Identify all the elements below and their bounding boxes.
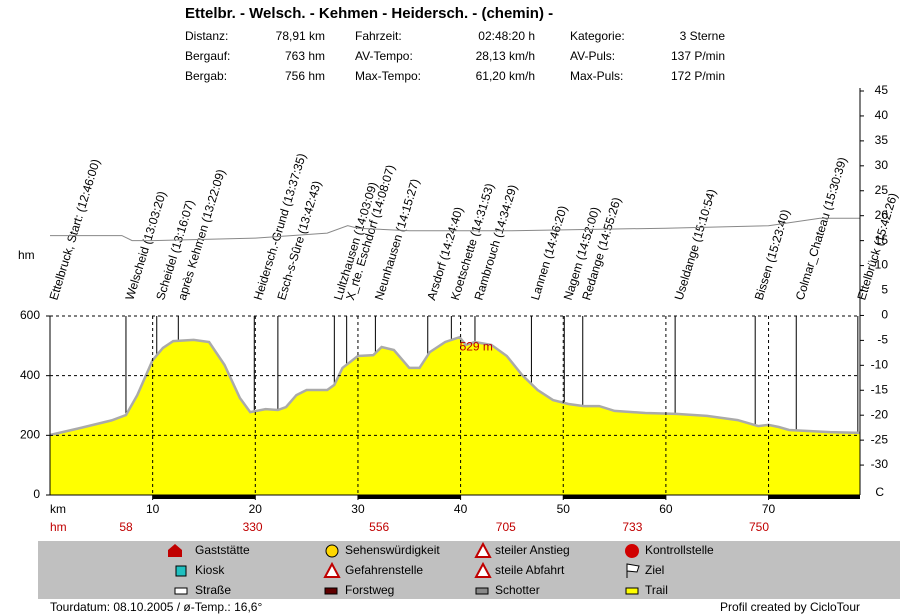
stat-label: Max-Tempo: bbox=[355, 69, 421, 83]
icon bbox=[325, 544, 339, 558]
legend-label: steile Abfahrt bbox=[495, 563, 565, 577]
axis-stripe bbox=[152, 495, 256, 499]
x-tick-label: 20 bbox=[249, 502, 263, 516]
annotation: 529 m bbox=[460, 339, 493, 353]
x-tick-label: 70 bbox=[762, 502, 776, 516]
y2-tick-label: -10 bbox=[871, 357, 889, 371]
stat-label: Distanz: bbox=[185, 29, 228, 43]
legend-label: Sehenswürdigkeit bbox=[345, 543, 440, 557]
stat-value: 78,91 km bbox=[276, 29, 325, 43]
x-tick-label: 50 bbox=[557, 502, 571, 516]
legend-box bbox=[38, 541, 900, 599]
icon bbox=[474, 541, 492, 558]
legend-label: Gefahrenstelle bbox=[345, 563, 423, 577]
stat-label: Kategorie: bbox=[570, 29, 625, 43]
elevation-area bbox=[50, 337, 860, 495]
stat-label: AV-Puls: bbox=[570, 49, 615, 63]
y2-tick-label: 15 bbox=[875, 233, 889, 247]
y-tick-label: 200 bbox=[20, 428, 40, 442]
y2-tick-label: 10 bbox=[875, 258, 889, 272]
icon bbox=[625, 587, 639, 595]
legend-label: Trail bbox=[645, 583, 668, 597]
y2-tick-label: -5 bbox=[877, 333, 888, 347]
y-tick-label: 600 bbox=[20, 308, 40, 322]
legend-label: Kontrollstelle bbox=[645, 543, 714, 557]
climb-value: 733 bbox=[622, 520, 642, 534]
y2-tick-label: 25 bbox=[875, 183, 889, 197]
icon bbox=[168, 544, 182, 557]
icon bbox=[323, 561, 341, 578]
stat-label: AV-Tempo: bbox=[355, 49, 413, 63]
climb-value: 556 bbox=[369, 520, 389, 534]
icon bbox=[475, 587, 489, 595]
waypoint-label: Useldange (15:10:54) bbox=[672, 187, 719, 301]
y2-tick-label: -15 bbox=[871, 382, 889, 396]
y2-tick-label: 45 bbox=[875, 83, 889, 97]
temperature-line bbox=[50, 217, 860, 242]
stat-value: 61,20 km/h bbox=[476, 69, 535, 83]
stat-value: 763 hm bbox=[285, 49, 325, 63]
legend-icons bbox=[168, 541, 640, 595]
waypoint-label: Bissen (15:23:40) bbox=[752, 208, 793, 302]
legend-label: Kiosk bbox=[195, 563, 225, 577]
stat-label: Bergab: bbox=[185, 69, 227, 83]
icon bbox=[626, 563, 640, 578]
y2-tick-label: 35 bbox=[875, 133, 889, 147]
y2-tick-label: -20 bbox=[871, 407, 889, 421]
legend-label: steiler Anstieg bbox=[495, 543, 570, 557]
stat-label: Max-Puls: bbox=[570, 69, 623, 83]
x-tick-label: 40 bbox=[454, 502, 468, 516]
y-axis-label: hm bbox=[18, 248, 35, 262]
x-tick-label: 10 bbox=[146, 502, 160, 516]
legend-label: Gaststätte bbox=[195, 543, 250, 557]
y-tick-label: 400 bbox=[20, 368, 40, 382]
footer-left: Tourdatum: 08.10.2005 / ø-Temp.: 16,6° bbox=[50, 600, 262, 614]
icon bbox=[474, 561, 492, 578]
axis-stripe bbox=[563, 495, 666, 499]
legend-label: Straße bbox=[195, 583, 231, 597]
climb-value: 58 bbox=[119, 520, 133, 534]
y2-tick-label: 0 bbox=[881, 308, 888, 322]
legend-label: Ziel bbox=[645, 563, 664, 577]
icon bbox=[625, 544, 639, 558]
icon bbox=[174, 587, 188, 595]
x-tick-label: 30 bbox=[351, 502, 365, 516]
chart-title: Ettelbr. - Welsch. - Kehmen - Heidersch.… bbox=[185, 5, 553, 22]
legend-label: Schotter bbox=[495, 583, 540, 597]
y2-tick-label: -30 bbox=[871, 457, 889, 471]
stat-value: 3 Sterne bbox=[680, 29, 726, 43]
waypoint-label: Ettelbruck, Start: (12:46:00) bbox=[47, 157, 103, 301]
y2-axis-label: C bbox=[875, 485, 884, 499]
x-axis-label: km bbox=[50, 502, 66, 516]
climb-label: hm bbox=[50, 520, 67, 534]
stat-value: 02:48:20 h bbox=[478, 29, 535, 43]
y2-tick-label: 40 bbox=[875, 108, 889, 122]
y2-tick-label: 5 bbox=[881, 283, 888, 297]
stat-value: 756 hm bbox=[285, 69, 325, 83]
y2-tick-label: 20 bbox=[875, 208, 889, 222]
axis-stripe bbox=[357, 495, 461, 499]
icon bbox=[175, 565, 187, 577]
y-tick-label: 0 bbox=[33, 487, 40, 501]
y2-tick-label: -25 bbox=[871, 432, 889, 446]
waypoint-label: Colmar_Chateau (15:30:39) bbox=[793, 155, 850, 301]
footer-right: Profil created by CicloTour bbox=[720, 600, 860, 614]
legend-label: Forstweg bbox=[345, 583, 394, 597]
x-tick-label: 60 bbox=[659, 502, 673, 516]
stat-label: Bergauf: bbox=[185, 49, 230, 63]
climb-value: 705 bbox=[496, 520, 516, 534]
axis-stripe bbox=[768, 495, 860, 499]
icon bbox=[324, 587, 338, 595]
stat-value: 137 P/min bbox=[671, 49, 725, 63]
y2-tick-label: 30 bbox=[875, 158, 889, 172]
stat-value: 28,13 km/h bbox=[476, 49, 535, 63]
stat-value: 172 P/min bbox=[671, 69, 725, 83]
stat-label: Fahrzeit: bbox=[355, 29, 402, 43]
climb-value: 330 bbox=[243, 520, 263, 534]
climb-value: 750 bbox=[749, 520, 769, 534]
